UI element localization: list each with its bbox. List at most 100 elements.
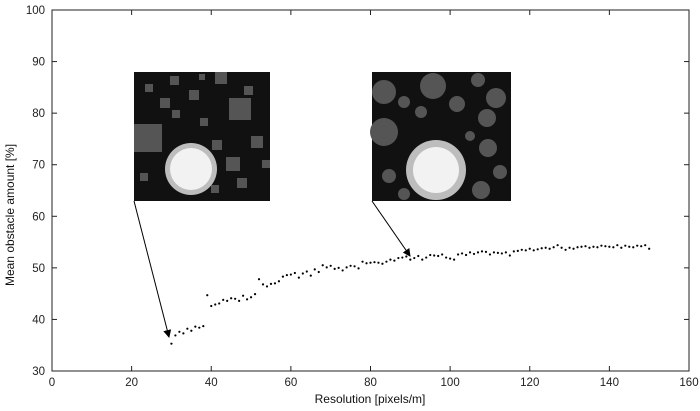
data-point <box>560 246 563 249</box>
data-point <box>305 270 308 273</box>
data-point <box>206 294 209 297</box>
data-point <box>524 249 527 252</box>
data-point <box>532 249 535 252</box>
data-point <box>456 253 460 256</box>
data-point <box>600 244 603 247</box>
inset-image-high-resolution <box>370 72 511 201</box>
data-point <box>234 297 237 300</box>
y-tick-label: 90 <box>32 57 45 69</box>
data-point <box>170 342 173 345</box>
data-point <box>214 303 217 306</box>
data-point <box>369 261 372 264</box>
x-tick-label: 20 <box>125 377 138 389</box>
data-point <box>230 297 233 300</box>
data-point <box>341 269 344 272</box>
data-point <box>644 244 647 247</box>
data-point <box>596 246 599 249</box>
inset-1-obstacles <box>134 72 270 193</box>
data-point <box>429 253 432 257</box>
y-tick-label: 60 <box>32 211 45 223</box>
data-point <box>393 259 396 262</box>
data-point <box>313 268 316 271</box>
x-axis-label: Resolution [pixels/m] <box>315 392 426 406</box>
data-point <box>293 271 296 275</box>
data-point <box>421 258 424 261</box>
data-point <box>437 254 440 258</box>
data-point <box>409 258 412 261</box>
data-point <box>301 272 304 275</box>
data-point <box>245 298 249 301</box>
x-tick-label: 120 <box>520 377 539 389</box>
data-point <box>277 280 281 283</box>
data-point <box>425 256 428 259</box>
x-tick-label: 160 <box>679 377 698 389</box>
data-point <box>381 262 384 265</box>
data-point <box>174 334 177 337</box>
data-point <box>544 246 547 249</box>
data-point <box>632 246 635 249</box>
data-point <box>504 251 507 254</box>
data-point <box>385 260 388 263</box>
data-point <box>464 253 468 257</box>
data-point <box>472 252 476 256</box>
data-point <box>361 260 364 263</box>
data-point <box>397 256 400 260</box>
data-point <box>329 264 332 267</box>
inset-2-disc <box>413 147 459 193</box>
data-point <box>580 245 583 248</box>
data-point <box>620 246 623 249</box>
data-point <box>528 247 531 250</box>
inset-2-obstacles <box>370 73 507 200</box>
y-tick-label: 70 <box>32 160 45 172</box>
annotation-arrow-high-resolution <box>371 200 411 257</box>
data-point <box>373 261 376 264</box>
data-point <box>333 267 336 270</box>
x-tick-label: 60 <box>284 377 297 389</box>
data-point <box>612 246 615 249</box>
data-point <box>365 262 368 265</box>
inset-image-low-resolution <box>134 72 270 201</box>
data-point <box>520 248 523 251</box>
data-point <box>309 274 312 277</box>
data-point <box>492 251 496 254</box>
data-point <box>265 285 269 288</box>
data-point <box>325 266 328 269</box>
data-point <box>345 266 348 269</box>
data-point <box>202 325 205 328</box>
data-point <box>540 247 543 250</box>
data-point <box>353 265 356 268</box>
data-point <box>321 264 324 267</box>
data-point <box>249 296 253 299</box>
data-point <box>460 252 464 255</box>
y-axis-label: Mean obstacle amount [%] <box>3 144 17 286</box>
inset-1-disc <box>170 148 212 190</box>
y-tick-label: 100 <box>26 5 45 17</box>
data-point <box>588 246 591 249</box>
data-point <box>568 246 571 249</box>
data-point <box>484 250 488 253</box>
data-point <box>182 332 185 335</box>
data-point <box>636 244 639 247</box>
data-point <box>496 251 499 255</box>
data-point <box>297 276 300 279</box>
data-point <box>445 256 448 259</box>
data-point <box>405 255 408 258</box>
data-point <box>441 253 444 256</box>
x-tick-label: 80 <box>364 377 377 389</box>
data-point <box>449 257 452 260</box>
axis-ticks: 0 20 40 60 80 100 120 140 160 30 40 50 60 70 80 90 100 <box>26 5 699 389</box>
data-point <box>417 254 420 258</box>
data-point <box>194 325 197 328</box>
data-point <box>536 248 539 251</box>
data-point <box>269 282 273 285</box>
data-point <box>226 299 229 302</box>
data-point <box>548 247 551 250</box>
y-tick-label: 80 <box>32 108 45 120</box>
data-point <box>476 251 480 254</box>
data-point <box>401 256 404 259</box>
data-point <box>608 245 611 248</box>
data-point <box>210 304 213 308</box>
data-point <box>377 261 380 264</box>
data-point <box>468 251 472 254</box>
